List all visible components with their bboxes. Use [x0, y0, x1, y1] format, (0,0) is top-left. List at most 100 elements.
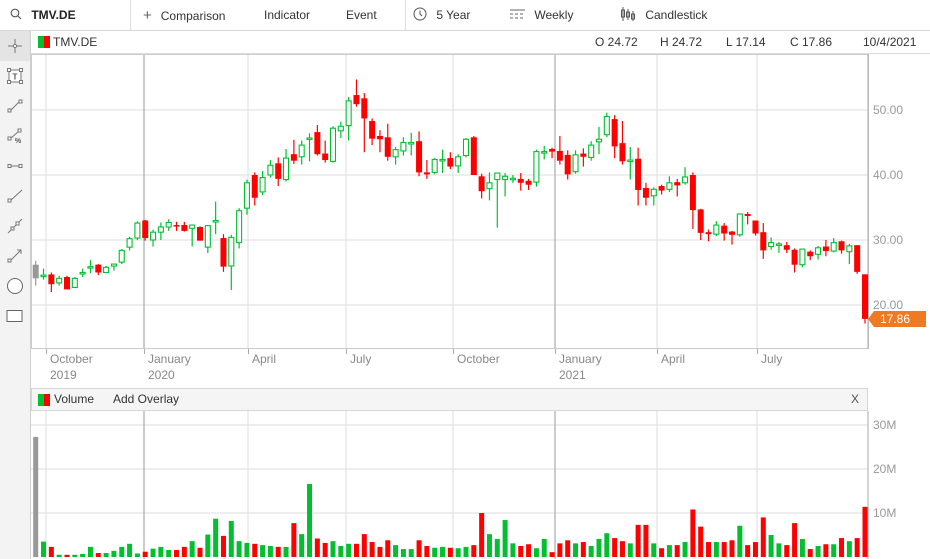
- x-tick-mark: [657, 349, 658, 354]
- volume-bar: [41, 541, 47, 557]
- candle-body: [103, 266, 110, 274]
- volume-bar: [721, 542, 727, 557]
- volume-tick-label: 20M: [873, 462, 897, 476]
- candle-body: [736, 213, 743, 236]
- volume-bar: [416, 540, 422, 557]
- volume-bar: [651, 543, 657, 557]
- candle-body: [752, 220, 759, 234]
- candle-body: [87, 266, 94, 269]
- volume-bar: [267, 546, 273, 557]
- volume-bar: [471, 545, 477, 557]
- rectangle-tool[interactable]: [0, 301, 30, 331]
- x-tick-month: July: [761, 352, 783, 366]
- circle-icon: [7, 278, 23, 294]
- volume-bar: [400, 549, 406, 557]
- candle-body: [862, 274, 868, 319]
- volume-bar: [784, 545, 790, 557]
- comparison-button[interactable]: + Comparison: [143, 0, 225, 30]
- volume-bar: [815, 546, 821, 557]
- x-tick-month: January: [559, 352, 602, 366]
- volume-bar: [729, 540, 735, 557]
- extended-line-tool[interactable]: [0, 211, 30, 241]
- candle-body: [494, 172, 501, 181]
- arrow-tool[interactable]: [0, 241, 30, 271]
- volume-bar: [346, 543, 352, 557]
- volume-bar: [299, 534, 305, 557]
- y-tick-label: 50.00: [873, 103, 904, 117]
- volume-bar: [596, 538, 602, 557]
- circle-tool[interactable]: [0, 271, 30, 301]
- volume-title: Volume: [54, 392, 95, 406]
- symbol-input[interactable]: TMV.DE: [31, 8, 76, 22]
- volume-bar: [166, 549, 172, 557]
- price-chart[interactable]: [31, 54, 930, 350]
- candle-body: [56, 277, 63, 284]
- volume-bar: [95, 553, 101, 557]
- candle-body: [220, 238, 227, 267]
- candle-body: [142, 220, 149, 239]
- extended-line-icon: [7, 218, 23, 234]
- volume-bar: [322, 542, 328, 557]
- y-tick-label: 20.00: [873, 298, 904, 312]
- crosshair-tool[interactable]: [0, 31, 30, 61]
- svg-text:%: %: [15, 138, 22, 144]
- x-tick-year: 2019: [50, 368, 77, 382]
- x-tick-month: January: [148, 352, 191, 366]
- volume-chart[interactable]: [31, 411, 930, 559]
- volume-bar: [361, 534, 367, 557]
- candle-body: [846, 245, 853, 253]
- trendline-tool[interactable]: [0, 91, 30, 121]
- horizontal-segment-tool[interactable]: [0, 151, 30, 181]
- ray-tool[interactable]: [0, 181, 30, 211]
- candle-body: [32, 264, 39, 279]
- x-tick-label: October: [457, 351, 500, 367]
- volume-bar: [213, 518, 219, 557]
- range-label: 5 Year: [436, 8, 471, 22]
- candle-body: [384, 137, 391, 157]
- text-tool[interactable]: T: [0, 61, 30, 91]
- candle-body: [611, 119, 618, 147]
- x-tick-mark: [248, 349, 249, 354]
- drawing-tools-panel: T %: [0, 31, 31, 559]
- indicator-button[interactable]: Indicator: [264, 8, 311, 22]
- low-value: L 17.14: [726, 35, 766, 49]
- candle-body: [79, 271, 86, 275]
- percent-line-tool[interactable]: %: [0, 121, 30, 151]
- volume-bar: [408, 549, 414, 557]
- x-tick-year: 2021: [559, 368, 586, 382]
- candle-body: [118, 249, 125, 263]
- close-volume-panel-button[interactable]: X: [851, 392, 860, 406]
- x-tick-label: January 2020: [148, 351, 191, 383]
- x-tick-label: April: [252, 351, 276, 367]
- event-button[interactable]: Event: [346, 8, 377, 22]
- candle-body: [556, 150, 563, 161]
- interval-button[interactable]: Weekly: [510, 0, 573, 30]
- candle-body: [196, 227, 203, 241]
- candle-body: [267, 164, 274, 176]
- volume-bar: [612, 538, 618, 557]
- candle-body: [705, 232, 712, 235]
- candle-body: [228, 236, 235, 267]
- symbol-search[interactable]: TMV.DE: [10, 0, 76, 30]
- volume-bar: [447, 547, 453, 557]
- candle-body: [627, 159, 634, 163]
- add-overlay-button[interactable]: Add Overlay: [113, 392, 180, 406]
- volume-tick-label: 10M: [873, 506, 897, 520]
- plus-icon: +: [143, 7, 152, 24]
- candle-body: [110, 263, 117, 267]
- candle-body: [595, 138, 603, 143]
- candle-body: [478, 176, 485, 192]
- volume-bar: [353, 543, 359, 557]
- candle-body: [807, 251, 814, 257]
- chart-type-button[interactable]: Candlestick: [620, 0, 707, 30]
- x-tick-month: April: [252, 352, 277, 366]
- candle-body: [682, 176, 689, 184]
- candle-body: [775, 243, 782, 246]
- volume-bar: [80, 553, 86, 557]
- svg-text:T: T: [13, 73, 18, 82]
- volume-bar: [291, 523, 297, 557]
- range-button[interactable]: 5 Year: [413, 0, 470, 30]
- volume-bar: [854, 538, 860, 557]
- volume-bar: [150, 548, 156, 557]
- candle-body: [306, 137, 313, 140]
